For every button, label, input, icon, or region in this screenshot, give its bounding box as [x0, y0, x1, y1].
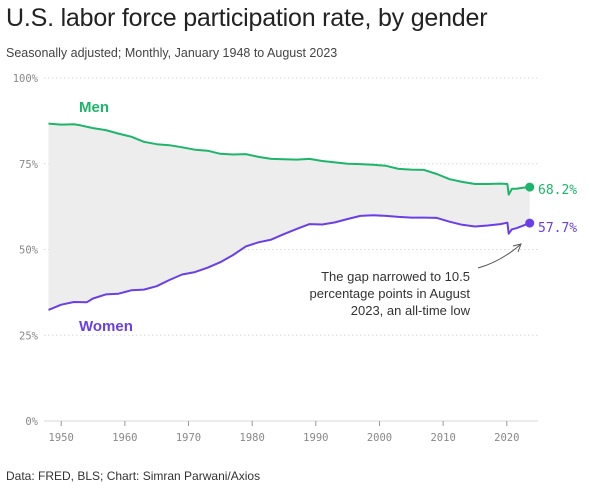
x-tick-label: 1980: [240, 432, 265, 444]
annotation-line-3: 2023, an all-time low: [351, 303, 471, 318]
x-tick-label: 2000: [367, 432, 392, 444]
x-axis: 1950 1960 1970 1980 1990 2000 2010 2020: [49, 421, 519, 444]
x-tick-label: 1970: [176, 432, 201, 444]
y-tick-label: 0%: [25, 416, 38, 428]
end-value-women: 57.7%: [538, 221, 577, 236]
annotation-arrowhead: [512, 243, 522, 253]
annotation-line-2: percentage points in August: [310, 286, 471, 301]
y-tick-label: 75%: [19, 159, 39, 171]
y-tick-label: 50%: [19, 245, 39, 257]
series-line-men: [48, 122, 530, 196]
chart-subtitle: Seasonally adjusted; Monthly, January 19…: [6, 46, 338, 60]
y-tick-label: 25%: [19, 330, 39, 342]
x-tick-label: 2020: [494, 432, 519, 444]
chart-title: U.S. labor force participation rate, by …: [6, 4, 488, 32]
end-markers: [525, 182, 535, 228]
series-label-men: Men: [79, 99, 109, 116]
y-axis: 0% 25% 50% 75% 100%: [13, 73, 39, 428]
y-tick-label: 100%: [13, 73, 39, 85]
annotation-arrow: [477, 244, 521, 269]
series-lines: [48, 122, 531, 311]
gap-annotation: The gap narrowed to 10.5 percentage poin…: [310, 243, 522, 318]
series-label-women: Women: [79, 318, 133, 335]
x-tick-label: 1960: [112, 432, 137, 444]
chart-source: Data: FRED, BLS; Chart: Simran Parwani/A…: [6, 469, 261, 483]
x-tick-label: 1990: [303, 432, 328, 444]
x-tick-label: 2010: [430, 432, 455, 444]
grid-lines: [44, 77, 538, 422]
x-tick-label: 1950: [49, 432, 74, 444]
series-line-women: [48, 214, 531, 311]
annotation-line-1: The gap narrowed to 10.5: [321, 269, 470, 284]
end-value-men: 68.2%: [538, 183, 577, 198]
end-marker-women: [525, 218, 535, 228]
end-marker-men: [525, 182, 535, 192]
